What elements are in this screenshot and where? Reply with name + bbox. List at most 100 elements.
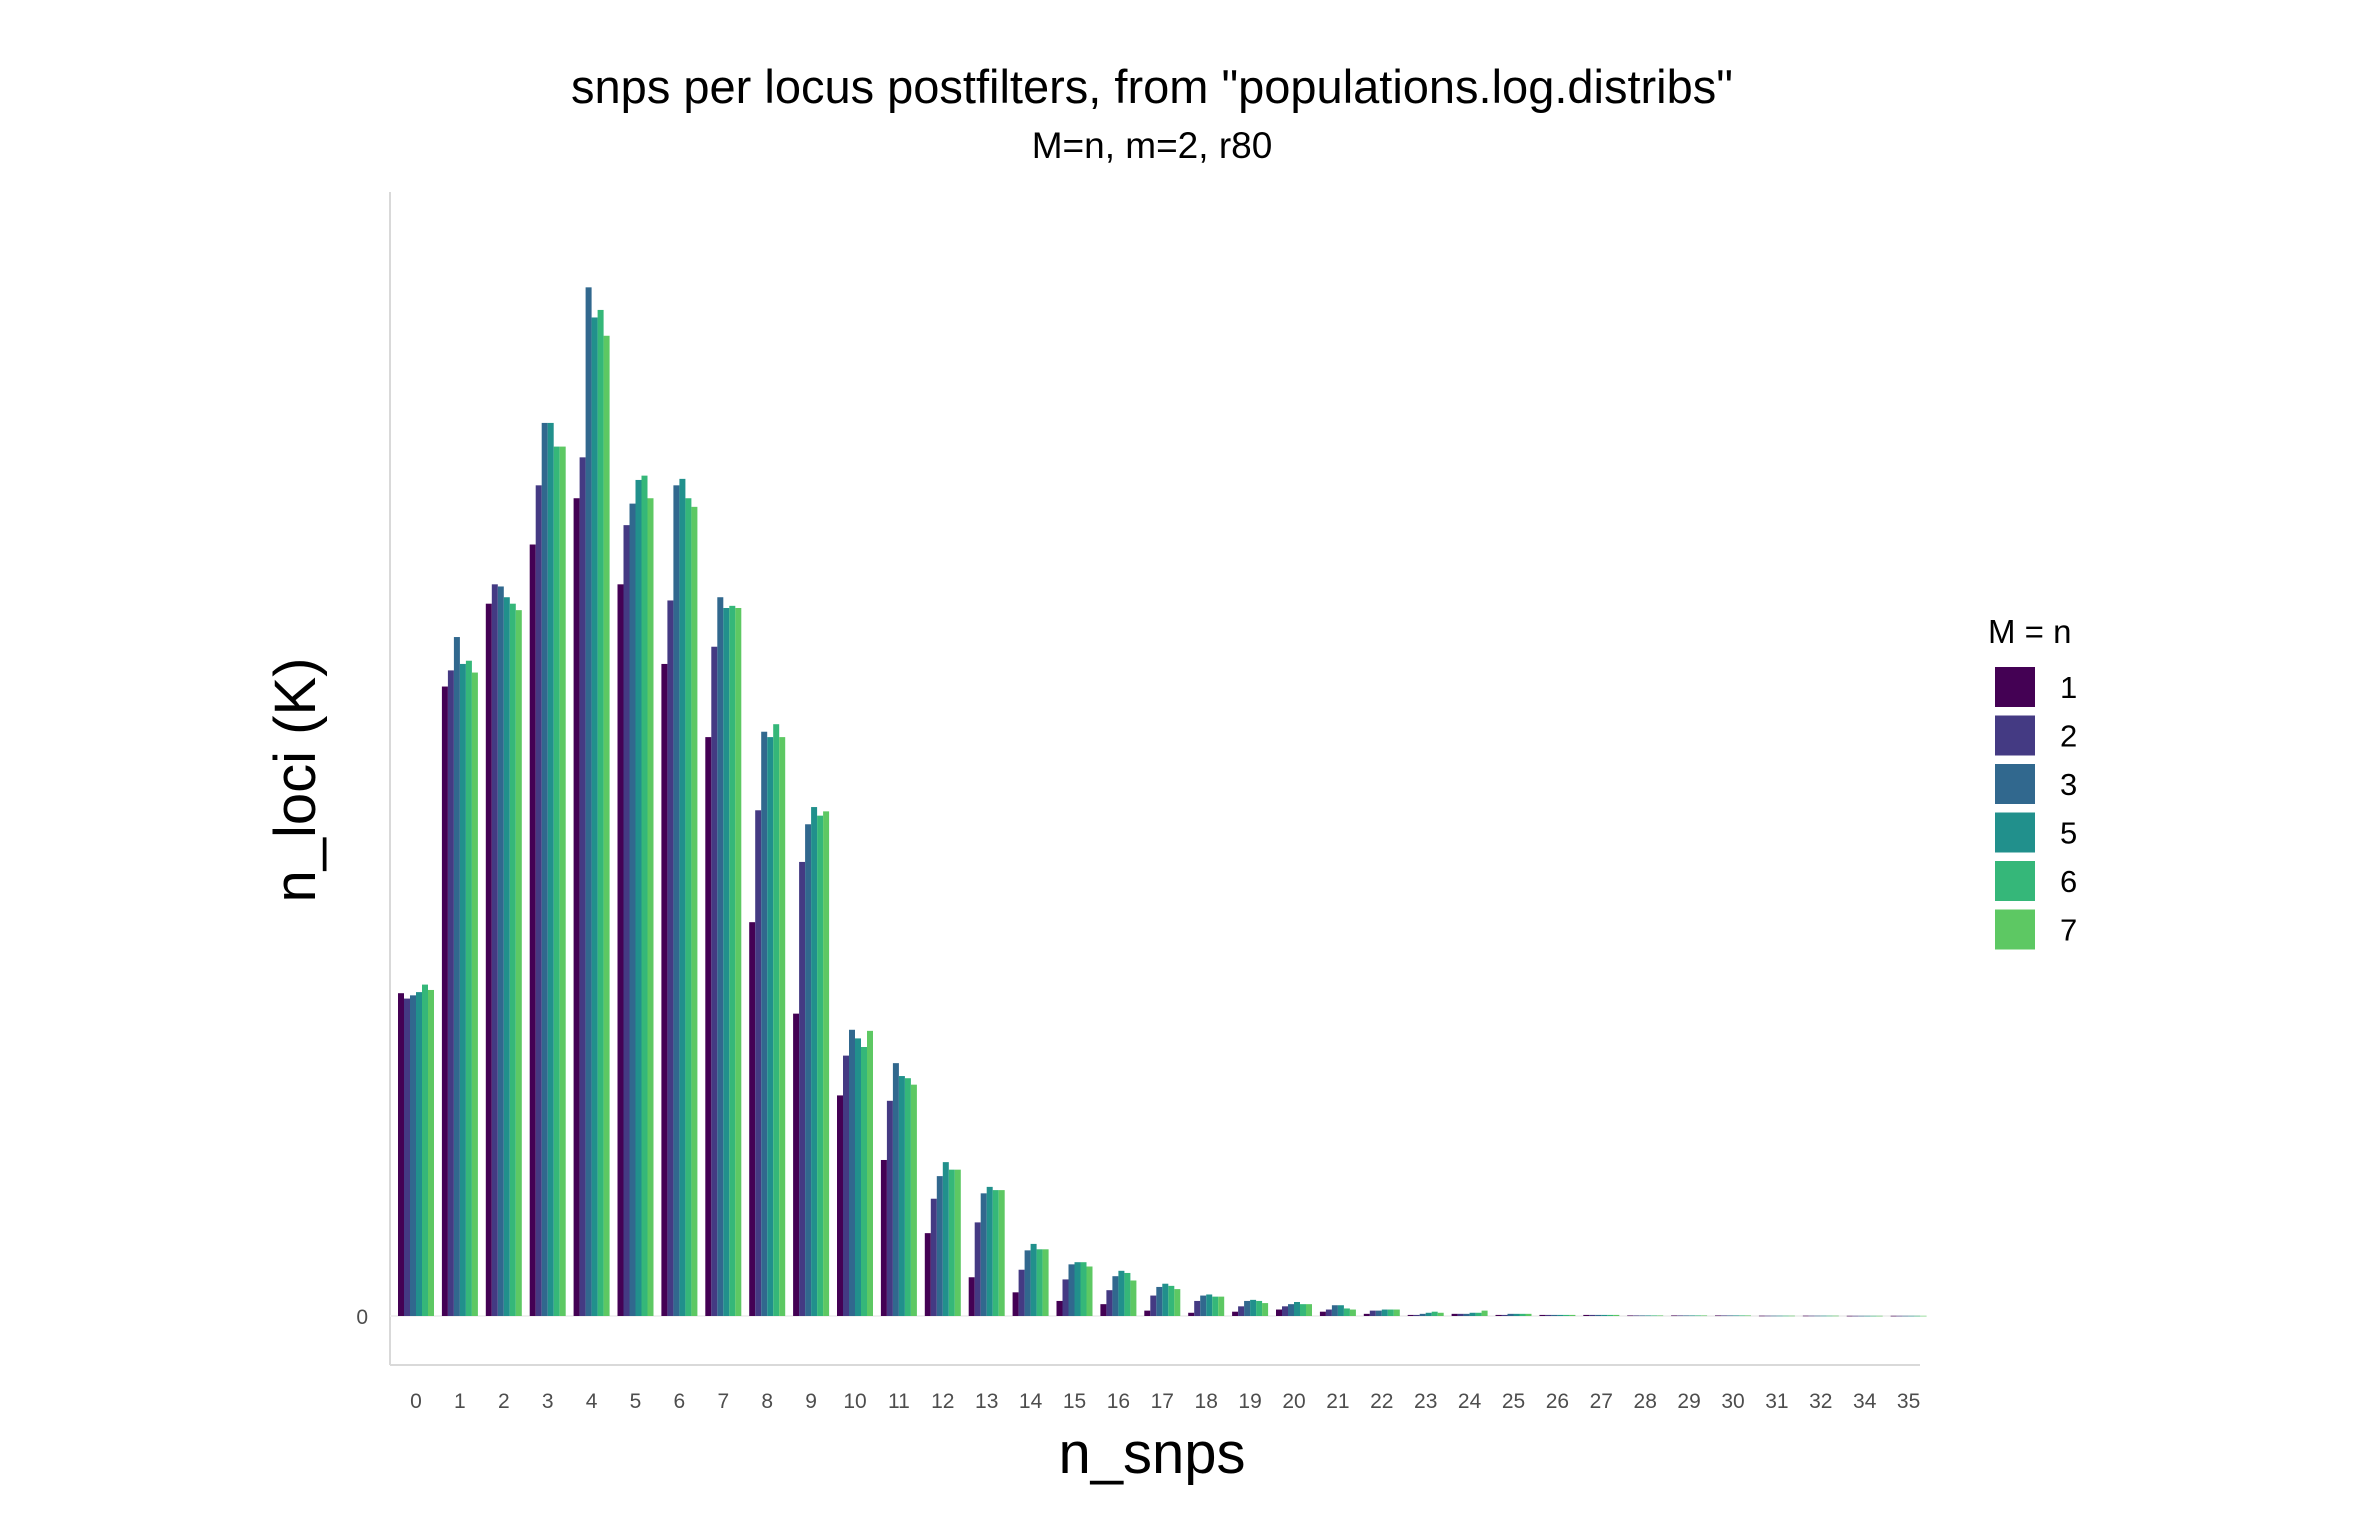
bar-29-m6 bbox=[1695, 1315, 1702, 1317]
bar-26-m5 bbox=[1557, 1314, 1564, 1316]
bar-29-m7 bbox=[1701, 1315, 1708, 1317]
x-tick-label-24: 24 bbox=[1458, 1390, 1482, 1413]
bar-24-m7 bbox=[1481, 1310, 1488, 1316]
x-tick-label-13: 13 bbox=[975, 1390, 998, 1413]
bar-22-m1 bbox=[1363, 1313, 1370, 1316]
x-tick-label-23: 23 bbox=[1414, 1390, 1437, 1413]
bar-3-m1 bbox=[529, 544, 536, 1316]
bar-18-m2 bbox=[1194, 1300, 1201, 1316]
bar-19-m2 bbox=[1238, 1306, 1245, 1316]
bar-31-m1 bbox=[1758, 1315, 1765, 1317]
x-tick-label-30: 30 bbox=[1721, 1390, 1744, 1413]
x-tick-labels: 0 1 2 3 4 5 6 7 8 9 10 11 12 13 14 15 16 17 18 19 20 21 22 23 24… bbox=[410, 1390, 1920, 1413]
bar-30-m2 bbox=[1721, 1315, 1727, 1317]
x-tick-label-1: 1 bbox=[454, 1390, 466, 1413]
legend-swatch-7 bbox=[1995, 909, 2035, 950]
bar-16-m3 bbox=[1112, 1276, 1119, 1316]
bar-27-m5 bbox=[1601, 1314, 1608, 1316]
x-tick-label-9: 9 bbox=[805, 1390, 817, 1413]
x-tick-label-15: 15 bbox=[1063, 1390, 1086, 1413]
bar-4-m3 bbox=[585, 287, 592, 1317]
bar-12-m2 bbox=[930, 1198, 937, 1316]
bar-25-m1 bbox=[1495, 1314, 1502, 1316]
legend-label-2: 2 bbox=[2060, 719, 2077, 754]
bar-18-m3 bbox=[1200, 1295, 1207, 1316]
bar-8-m5 bbox=[767, 737, 774, 1316]
bar-32-m6 bbox=[1826, 1315, 1833, 1317]
bar-4-m1 bbox=[573, 498, 580, 1316]
bar-7-m1 bbox=[705, 737, 712, 1316]
bar-10-m7 bbox=[867, 1030, 873, 1316]
bar-0-m3 bbox=[410, 995, 416, 1316]
bar-35-m7 bbox=[1920, 1315, 1927, 1317]
bar-30-m1 bbox=[1715, 1315, 1721, 1317]
x-tick-label-20: 20 bbox=[1282, 1390, 1305, 1413]
legend-label-6: 6 bbox=[2060, 864, 2077, 899]
bar-19-m5 bbox=[1250, 1299, 1257, 1316]
bar-5-m2 bbox=[623, 525, 630, 1316]
bar-25-m3 bbox=[1507, 1313, 1514, 1316]
bar-7-m7 bbox=[735, 607, 742, 1316]
bar-0-m1 bbox=[398, 993, 404, 1316]
legend-swatch-6 bbox=[1995, 861, 2035, 901]
bar-25-m5 bbox=[1513, 1313, 1520, 1316]
bar-14-m6 bbox=[1036, 1249, 1043, 1316]
bar-35-m3 bbox=[1902, 1315, 1909, 1317]
bar-6-m6 bbox=[685, 498, 692, 1316]
bar-0-m2 bbox=[404, 998, 410, 1316]
bar-12-m6 bbox=[948, 1169, 955, 1316]
bar-21-m5 bbox=[1337, 1305, 1344, 1316]
bar-0-m7 bbox=[428, 989, 434, 1316]
bar-21-m1 bbox=[1319, 1311, 1326, 1316]
bar-1-m5 bbox=[459, 663, 466, 1316]
bar-27-m2 bbox=[1589, 1314, 1596, 1316]
bar-15-m5 bbox=[1074, 1262, 1081, 1316]
bar-13-m2 bbox=[974, 1222, 981, 1316]
bar-12-m3 bbox=[936, 1176, 943, 1316]
x-tick-label-31: 31 bbox=[1765, 1390, 1788, 1413]
x-tick-label-26: 26 bbox=[1546, 1390, 1569, 1413]
bar-0-m5 bbox=[416, 992, 422, 1316]
bar-28-m2 bbox=[1633, 1315, 1640, 1317]
bar-26-m7 bbox=[1569, 1314, 1576, 1316]
bar-1-m2 bbox=[447, 670, 454, 1316]
bar-34-m2 bbox=[1852, 1315, 1859, 1317]
bar-12-m5 bbox=[942, 1162, 949, 1316]
bar-14-m2 bbox=[1018, 1269, 1025, 1316]
bar-16-m6 bbox=[1124, 1272, 1131, 1316]
bar-30-m5 bbox=[1733, 1315, 1739, 1317]
bar-2-m1 bbox=[485, 603, 492, 1316]
bar-32-m3 bbox=[1814, 1315, 1821, 1317]
bar-11-m2 bbox=[886, 1100, 893, 1316]
bar-7-m5 bbox=[723, 607, 730, 1316]
bar-31-m5 bbox=[1776, 1315, 1783, 1317]
x-tick-label-29: 29 bbox=[1677, 1390, 1700, 1413]
bar-9-m2 bbox=[799, 861, 806, 1316]
legend-title: M = n bbox=[1988, 613, 2071, 650]
bar-8-m6 bbox=[773, 724, 780, 1316]
bar-4-m6 bbox=[597, 309, 604, 1316]
bar-8-m7 bbox=[779, 737, 786, 1316]
bar-5-m6 bbox=[641, 475, 648, 1316]
bar-26-m2 bbox=[1545, 1314, 1552, 1316]
bar-9-m7 bbox=[823, 811, 830, 1316]
bar-13-m3 bbox=[980, 1193, 987, 1316]
bar-24-m5 bbox=[1469, 1312, 1476, 1316]
bar-20-m5 bbox=[1294, 1302, 1300, 1316]
x-tick-label-22: 22 bbox=[1370, 1390, 1393, 1413]
x-tick-label-21: 21 bbox=[1326, 1390, 1349, 1413]
bar-9-m6 bbox=[817, 815, 824, 1316]
bar-23-m6 bbox=[1431, 1311, 1438, 1316]
legend-label-5: 5 bbox=[2060, 816, 2077, 851]
bar-30-m7 bbox=[1745, 1315, 1751, 1317]
legend-label-7: 7 bbox=[2060, 913, 2077, 948]
x-tick-label-0: 0 bbox=[410, 1390, 422, 1413]
bar-31-m3 bbox=[1770, 1315, 1777, 1317]
bar-24-m6 bbox=[1475, 1312, 1482, 1316]
bar-35-m6 bbox=[1914, 1315, 1921, 1317]
bar-24-m1 bbox=[1451, 1313, 1458, 1316]
bar-17-m5 bbox=[1162, 1283, 1169, 1316]
bar-10-m6 bbox=[861, 1047, 867, 1316]
bar-6-m2 bbox=[667, 600, 674, 1316]
bar-8-m1 bbox=[749, 922, 756, 1316]
